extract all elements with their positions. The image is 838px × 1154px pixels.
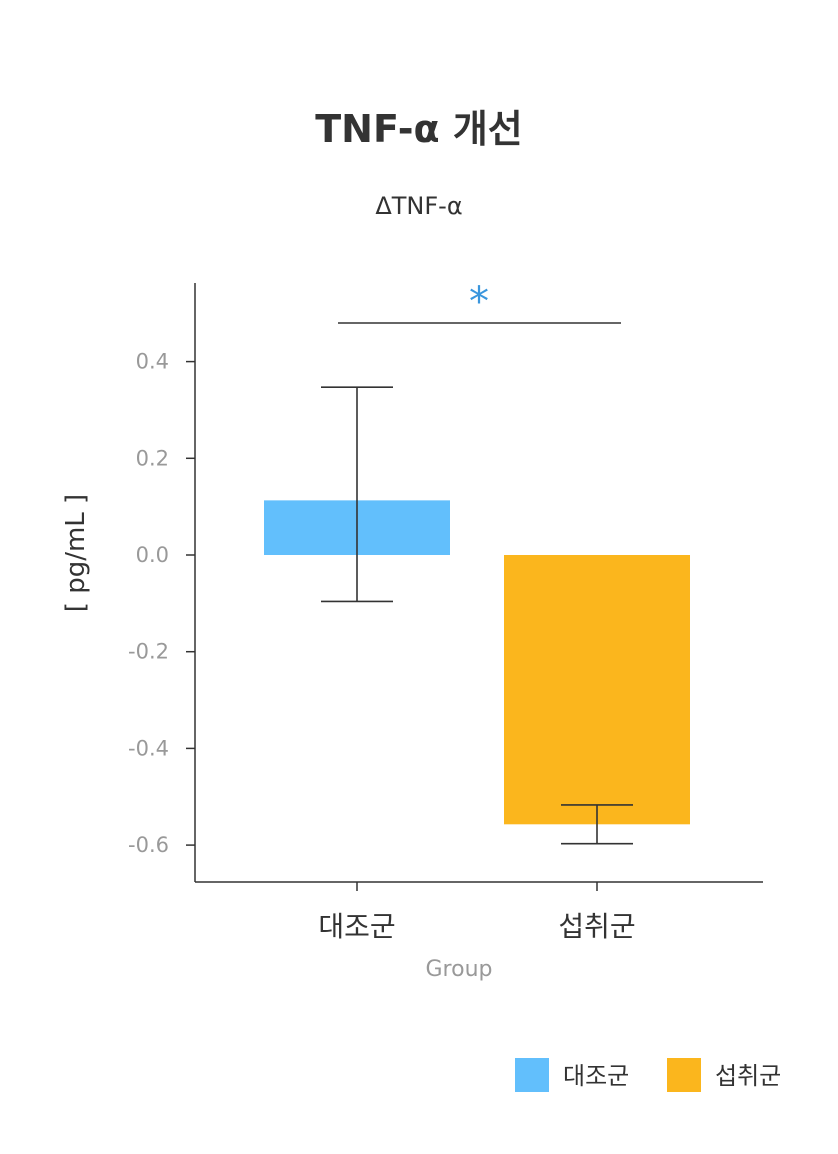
y-tick-label: -0.2 xyxy=(128,640,169,664)
legend-label-1: 대조군 xyxy=(563,1062,629,1090)
legend-label-2: 섭취군 xyxy=(715,1062,781,1090)
y-tick-label: -0.6 xyxy=(128,833,169,857)
y-tick-label: 0.4 xyxy=(136,350,169,374)
chart-subtitle: ΔTNF-α xyxy=(375,192,462,220)
y-tick-label: 0.2 xyxy=(136,446,169,470)
x-axis-title: Group xyxy=(426,957,493,982)
y-axis-title: [ pg/mL ] xyxy=(61,494,91,612)
x-tick-label: 대조군 xyxy=(318,910,395,943)
chart-title: TNF-α 개선 xyxy=(315,107,523,151)
y-tick-label: 0.0 xyxy=(136,543,169,567)
legend-swatch-2 xyxy=(667,1058,701,1092)
legend-swatch-1 xyxy=(515,1058,549,1092)
bar-2 xyxy=(504,555,690,825)
y-tick-label: -0.4 xyxy=(128,736,169,760)
x-tick-label: 섭취군 xyxy=(558,910,635,943)
plot-area: 0.4 0.2 0.0 -0.2 -0.4 -0.6 대조군 섭취군 * xyxy=(128,279,690,943)
significance-marker: * xyxy=(469,279,489,325)
legend: 대조군 섭취군 xyxy=(515,1058,781,1092)
